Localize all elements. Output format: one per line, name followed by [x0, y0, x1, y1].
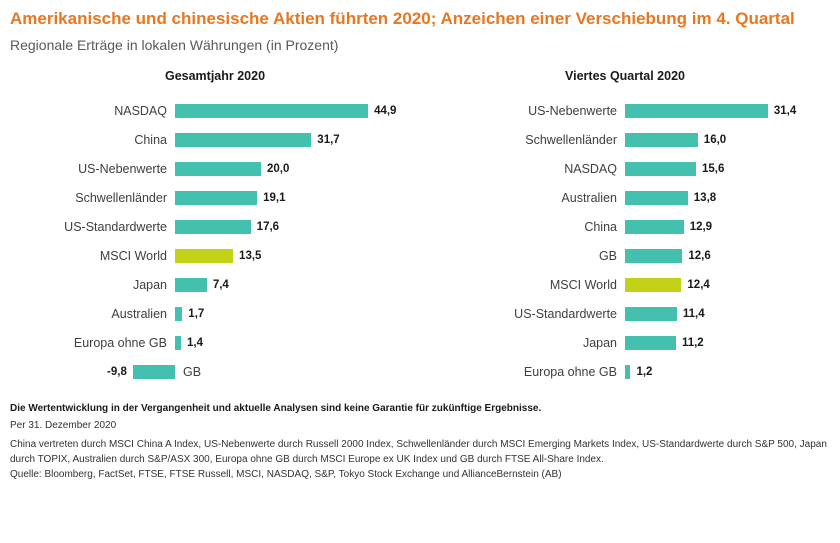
chart-rows-full-year: NASDAQ 44,9 China 31,7 US-Nebenwerte 20,0 Schw… — [10, 97, 420, 387]
page-subtitle: Regionale Erträge in lokalen Währungen (… — [10, 36, 339, 53]
bar-row: US-Nebenwerte 20,0 — [10, 155, 420, 184]
bar-row: China 12,9 — [420, 213, 830, 242]
category-label: MSCI World — [549, 278, 617, 293]
chart-q4-2020: Viertes Quartal 2020 US-Nebenwerte 31,4 Sc… — [420, 69, 830, 387]
bar-row: US-Standardwerte 11,4 — [420, 300, 830, 329]
category-label: Europa ohne GB — [523, 365, 617, 380]
category-label: Japan — [582, 336, 617, 351]
bar-row: Europa ohne GB 1,2 — [420, 358, 830, 387]
chart-title-full-year: Gesamtjahr 2020 — [164, 68, 266, 83]
footer: Die Wertentwicklung in der Vergangenheit… — [10, 403, 830, 480]
value-label: 20,0 — [267, 163, 290, 176]
value-label: -9,8 — [107, 366, 127, 379]
category-label: Schwellenländer — [75, 191, 167, 206]
category-label: China — [134, 133, 167, 148]
category-label: Schwellenländer — [525, 133, 617, 148]
value-label: 31,4 — [773, 105, 797, 118]
bar-row: China 31,7 — [10, 126, 420, 155]
bar — [625, 191, 688, 206]
value-label: 31,7 — [317, 134, 340, 147]
bar — [175, 249, 234, 264]
bar — [625, 336, 676, 351]
bar-row: Japan 11,2 — [420, 329, 830, 358]
bar — [175, 104, 369, 119]
value-label: 15,6 — [701, 163, 725, 176]
charts-container: Gesamtjahr 2020 NASDAQ 44,9 China 31,7 US-Ne… — [10, 69, 830, 387]
index-note: China vertreten durch MSCI China A Index… — [10, 438, 827, 465]
bar-row: Schwellenländer 16,0 — [420, 126, 830, 155]
category-label: GB — [183, 365, 202, 380]
bar — [625, 278, 682, 293]
value-label: 44,9 — [374, 105, 397, 118]
bar — [625, 365, 631, 380]
bar-row: MSCI World 13,5 — [10, 242, 420, 271]
bar-row: GB -9,8 — [10, 358, 420, 387]
value-label: 11,2 — [681, 337, 704, 350]
value-label: 12,4 — [687, 279, 710, 292]
chart-title-q4: Viertes Quartal 2020 — [565, 68, 685, 83]
bar-row: Europa ohne GB 1,4 — [10, 329, 420, 358]
category-label: US-Nebenwerte — [528, 104, 617, 119]
bar — [175, 336, 182, 351]
category-label: US-Nebenwerte — [78, 162, 167, 177]
bar — [625, 133, 698, 148]
category-label: NASDAQ — [564, 162, 617, 177]
bar-row: US-Nebenwerte 31,4 — [420, 97, 830, 126]
category-label: NASDAQ — [114, 104, 167, 119]
bar-row: GB 12,6 — [420, 242, 830, 271]
bar-row: NASDAQ 15,6 — [420, 155, 830, 184]
bar-row: NASDAQ 44,9 — [10, 97, 420, 126]
bar — [625, 249, 683, 264]
value-label: 16,0 — [703, 134, 727, 147]
value-label: 17,6 — [256, 221, 280, 234]
value-label: 11,4 — [682, 308, 705, 321]
value-label: 12,9 — [689, 221, 713, 234]
category-label: GB — [598, 249, 617, 264]
as-of-date: Per 31. Dezember 2020 — [10, 419, 117, 431]
bar — [625, 162, 696, 177]
category-label: Japan — [132, 278, 167, 293]
value-label: 13,5 — [239, 250, 262, 263]
value-label: 7,4 — [212, 279, 229, 292]
bar-row: Schwellenländer 19,1 — [10, 184, 420, 213]
disclaimer-text: Die Wertentwicklung in der Vergangenheit… — [10, 402, 542, 414]
bar-row: Australien 1,7 — [10, 300, 420, 329]
category-label: Europa ohne GB — [73, 336, 167, 351]
category-label: Australien — [111, 307, 167, 322]
category-label: US-Standardwerte — [64, 220, 167, 235]
bar-row: MSCI World 12,4 — [420, 271, 830, 300]
bar — [625, 220, 684, 235]
bar-row: Japan 7,4 — [10, 271, 420, 300]
bar — [625, 307, 677, 322]
value-label: 1,2 — [636, 366, 653, 379]
category-label: Australien — [561, 191, 617, 206]
bar — [132, 365, 175, 380]
chart-full-year-2020: Gesamtjahr 2020 NASDAQ 44,9 China 31,7 US-Ne… — [10, 69, 420, 387]
page-title: Amerikanische und chinesische Aktien füh… — [10, 9, 795, 28]
source-line: Quelle: Bloomberg, FactSet, FTSE, FTSE R… — [10, 468, 562, 480]
bar — [175, 220, 251, 235]
category-label: US-Standardwerte — [514, 307, 617, 322]
bar — [175, 278, 207, 293]
bar — [175, 191, 258, 206]
bar — [175, 162, 261, 177]
category-label: China — [584, 220, 617, 235]
bar — [625, 104, 768, 119]
value-label: 19,1 — [263, 192, 286, 205]
value-label: 1,7 — [188, 308, 205, 321]
category-label: MSCI World — [99, 249, 167, 264]
bar — [175, 133, 312, 148]
bar-row: US-Standardwerte 17,6 — [10, 213, 420, 242]
bar — [175, 307, 183, 322]
value-label: 12,6 — [688, 250, 711, 263]
value-label: 1,4 — [187, 337, 204, 350]
value-label: 13,8 — [693, 192, 717, 205]
bar-row: Australien 13,8 — [420, 184, 830, 213]
chart-rows-q4: US-Nebenwerte 31,4 Schwellenländer 16,0 NASD… — [420, 97, 830, 387]
